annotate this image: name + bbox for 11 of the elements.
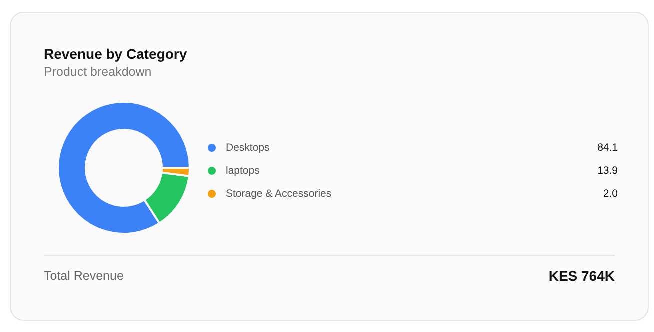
data-label: 13.9 (598, 164, 618, 176)
data-label: 2.0 (603, 188, 618, 200)
legend-label: Desktops (226, 142, 271, 154)
legend-label: Storage & Accessories (226, 188, 333, 200)
text: Total Revenue (44, 269, 124, 283)
donut-slice (57, 101, 189, 235)
legend-label: laptops (226, 164, 261, 176)
chart-title: Revenue by Category (44, 46, 188, 62)
chart-subtitle: Product breakdown (44, 65, 152, 79)
text: KES 764K (548, 268, 615, 284)
data-label: 84.1 (598, 142, 618, 154)
